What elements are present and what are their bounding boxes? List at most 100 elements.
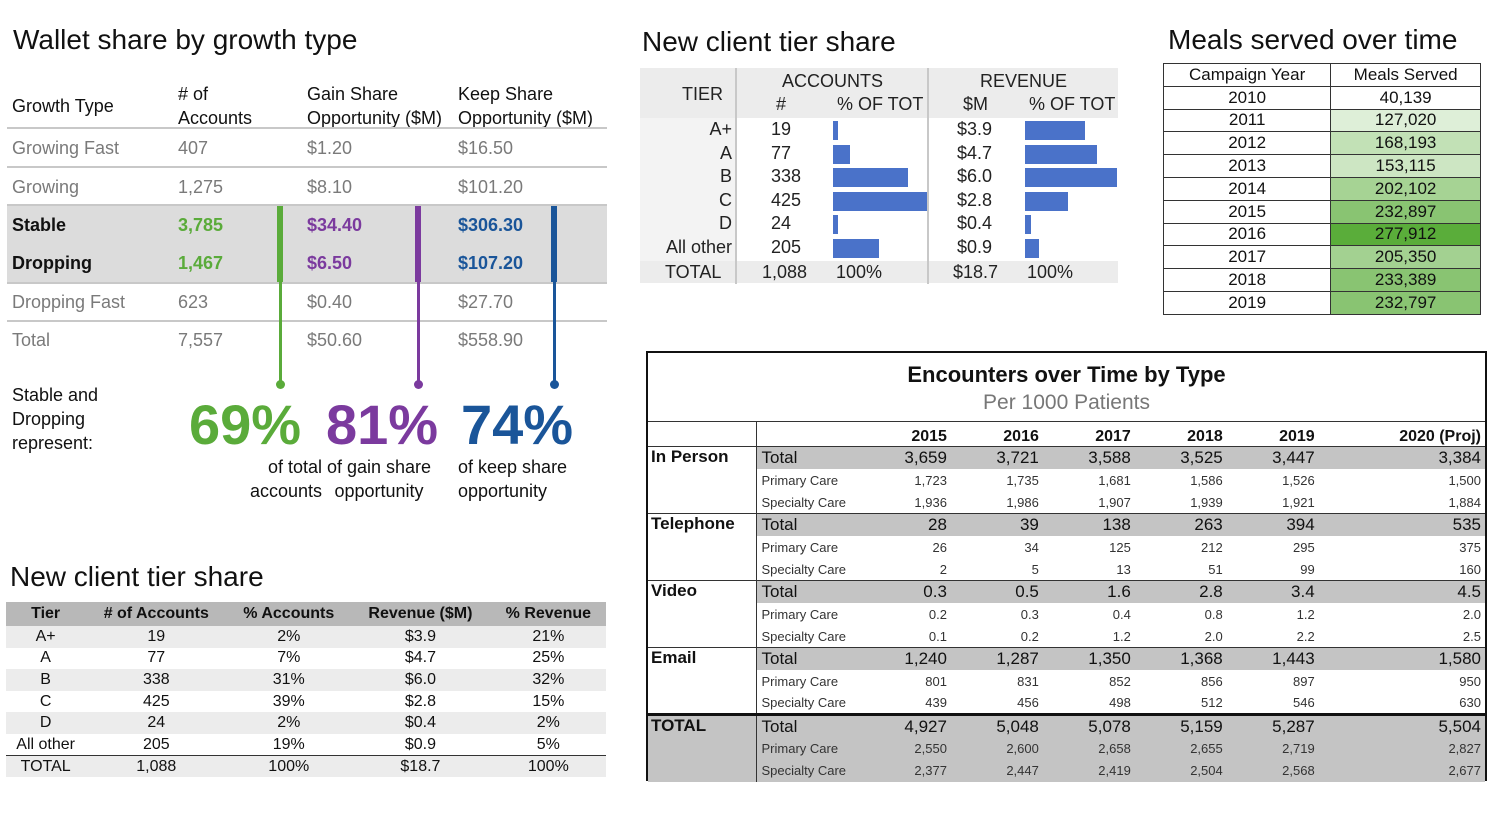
accounts-cell: 77 (147, 649, 166, 667)
pct-accounts-cell: 2% (227, 712, 351, 734)
summary-label-line1: Stable and (12, 385, 99, 405)
row-label: Specialty Care (755, 491, 859, 514)
campaign-year: 2013 (1162, 154, 1332, 178)
value-cell: 13 (1116, 561, 1131, 577)
gain-connector-dot (414, 380, 423, 389)
table-row: Growing 1,275 $8.10 $101.20 (7, 168, 607, 206)
value-cell: 0.1 (928, 628, 947, 644)
tier-total-label: TOTAL (665, 262, 722, 282)
keep-percent: 74% (461, 393, 574, 456)
table-row: 2011 127,020 (1162, 108, 1481, 133)
value-cell: 1,526 (1282, 472, 1315, 488)
table-row: All other 205 19% $0.9 5% (6, 734, 606, 756)
accounts-pct-bar (833, 121, 838, 140)
revenue-pct-bar (1025, 215, 1031, 234)
value-cell: 2,658 (1042, 737, 1135, 760)
gain-value: $8.10 (307, 177, 353, 197)
group-detail-row: Specialty Care 2,377 2,447 2,419 2,504 2,568 2… (648, 759, 1485, 782)
row-divider (7, 204, 607, 206)
value-cell: 1,681 (1098, 472, 1131, 488)
value-cell: 3.4 (1226, 580, 1319, 604)
tier-header: TIER (682, 84, 724, 104)
header-accounts-line2: Accounts (178, 108, 253, 128)
accounts-pct-header: % OF TOT (837, 94, 924, 114)
meals-served: 277,912 (1330, 222, 1481, 247)
header-divider (7, 127, 607, 129)
revenue-pct-bar (1025, 144, 1097, 164)
value-cell: 4.5 (1318, 580, 1485, 604)
meals-served: 205,350 (1330, 245, 1481, 270)
value-cell: 1,287 (950, 647, 1043, 671)
blank-header (648, 421, 756, 447)
table-row: Dropping Fast 623 $0.40 $27.70 (7, 283, 607, 321)
campaign-year: 2014 (1162, 176, 1332, 201)
value-cell: 394 (1226, 513, 1319, 537)
table-row: A 77 7% $4.7 25% (6, 648, 606, 670)
tier-table: Tier # of Accounts % Accounts Revenue ($… (6, 602, 606, 778)
value-cell: 160 (1459, 561, 1481, 577)
accounts-cell: 24 (85, 712, 228, 734)
meals-served: 40,139 (1330, 85, 1481, 110)
value-cell: 1,443 (1226, 647, 1319, 671)
tier-cell: D (6, 712, 86, 734)
value-cell: 0.2 (1020, 628, 1039, 644)
group-detail-row: Primary Care 1,723 1,735 1,681 1,586 1,526 1,5… (648, 469, 1485, 492)
value-cell: 1,240 (859, 647, 951, 671)
value-cell: 1,350 (1042, 647, 1135, 671)
table-row-total: TOTAL 1,088 100% $18.7 100% (6, 755, 606, 778)
tier-label: D (719, 213, 732, 233)
encounter-group: TOTAL Total 4,927 5,048 5,078 5,159 5,287 5,504… (648, 713, 1485, 782)
row-divider (7, 166, 607, 168)
table-row-highlighted: Stable 3,785 $34.40 $306.30 (7, 206, 607, 244)
group-total-row: TOTAL Total 4,927 5,048 5,078 5,159 5,287 5,504 (648, 713, 1485, 782)
value-cell: 2,419 (1042, 759, 1135, 782)
value-cell: 3,525 (1134, 446, 1227, 469)
tier-cell: A+ (6, 626, 86, 648)
value-cell: 2,550 (859, 737, 951, 760)
value-cell: 5,048 (950, 713, 1043, 738)
value-cell: 3,447 (1226, 446, 1319, 469)
meals-served: 232,797 (1330, 290, 1481, 315)
col-pct-accounts: % Accounts (227, 602, 351, 626)
value-cell: 1,986 (1006, 494, 1039, 510)
revenue-pct-header: % OF TOT (1029, 94, 1116, 114)
campaign-year: 2019 (1162, 290, 1332, 315)
table-row: Growing Fast 407 $1.20 $16.50 (7, 129, 607, 167)
tier-cell: C (39, 692, 52, 710)
table-row-total: Total 7,557 $50.60 $558.90 (7, 321, 607, 359)
year-header: 2020 (Proj) (1318, 421, 1485, 447)
pct-revenue-cell: 5% (536, 735, 560, 753)
row-label: Primary Care (755, 603, 859, 626)
table-row: 2017 205,350 (1162, 245, 1481, 270)
campaign-year: 2015 (1162, 199, 1332, 224)
table-row: 2015 232,897 (1162, 199, 1481, 224)
pct-revenue-cell: 100% (490, 755, 606, 778)
tier-count: 77 (771, 142, 792, 163)
col-campaign-year: Campaign Year (1162, 63, 1332, 87)
accounts-pct-bar (833, 144, 850, 164)
pct-revenue-cell: 25% (532, 649, 565, 667)
year-header: 2018 (1134, 421, 1227, 447)
value-cell: 1.6 (1042, 580, 1135, 604)
value-cell: 1.2 (1296, 606, 1315, 622)
value-cell: 535 (1318, 513, 1485, 537)
row-label: Specialty Care (755, 759, 859, 782)
table-row: 2019 232,797 (1162, 290, 1481, 315)
pct-accounts-cell: 7% (277, 649, 301, 667)
group-total-row: Video Total 0.3 0.5 1.6 2.8 3.4 4.5 (648, 580, 1485, 648)
gain-value: $1.20 (307, 138, 353, 158)
meals-served: 153,115 (1330, 154, 1481, 178)
row-label: Primary Care (755, 469, 859, 492)
tier-graph-title: New client tier share (642, 26, 896, 57)
keep-value: $306.30 (458, 215, 524, 235)
keep-value: $558.90 (458, 330, 524, 350)
accounts-value: 623 (178, 292, 209, 312)
year-header: 2016 (950, 421, 1043, 447)
revenue-pct-bar (1025, 121, 1086, 140)
value-cell: 1.2 (1112, 628, 1131, 644)
value-cell: 801 (925, 673, 947, 689)
value-cell: 1,580 (1318, 647, 1485, 671)
pct-revenue-cell: 2% (490, 712, 606, 734)
group-detail-row: Specialty Care 2 5 13 51 99 160 (648, 558, 1485, 581)
tier-graph-header-bg (640, 68, 1118, 118)
